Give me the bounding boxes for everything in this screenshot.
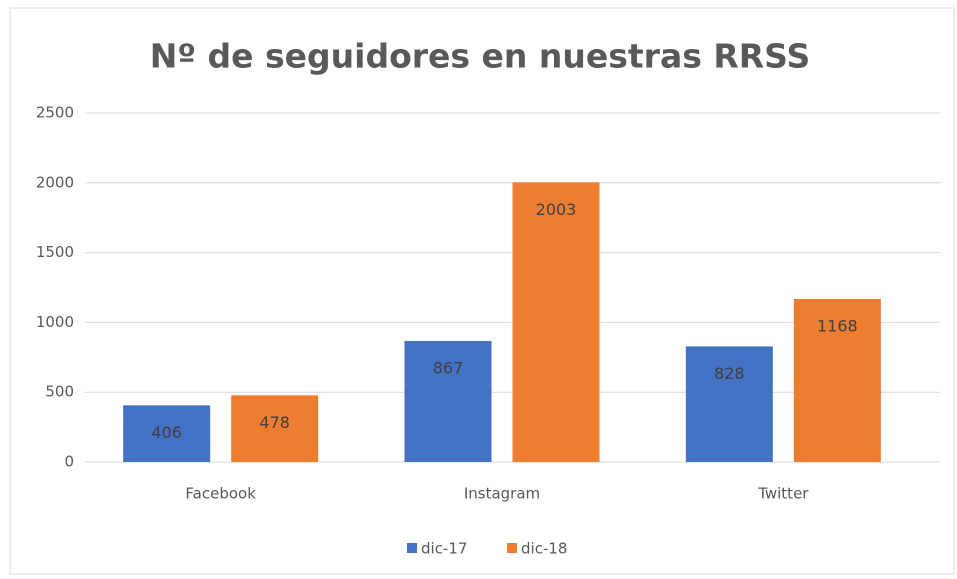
legend-label: dic-18 <box>521 540 567 558</box>
y-tick-label: 1500 <box>36 243 74 261</box>
chart-frame <box>9 7 955 575</box>
data-label: 828 <box>714 364 745 383</box>
data-label: 1168 <box>817 316 858 335</box>
y-tick-label: 0 <box>64 453 74 471</box>
bar <box>685 346 773 462</box>
data-label: 478 <box>259 413 290 432</box>
data-label: 867 <box>433 358 464 377</box>
bar <box>123 405 211 462</box>
data-label: 2003 <box>536 200 577 219</box>
x-tick-label: Twitter <box>757 485 809 503</box>
y-tick-label: 1000 <box>36 313 74 331</box>
x-tick-label: Facebook <box>185 485 256 503</box>
x-tick-label: Instagram <box>464 485 540 503</box>
legend-swatch <box>407 543 417 553</box>
y-tick-label: 2000 <box>36 173 74 191</box>
bar <box>512 182 600 462</box>
legend-swatch <box>507 543 517 553</box>
bar <box>231 395 319 462</box>
y-tick-label: 2500 <box>36 104 74 122</box>
legend-label: dic-17 <box>421 540 467 558</box>
bar <box>404 340 492 462</box>
y-tick-label: 500 <box>45 383 74 401</box>
chart-title: Nº de seguidores en nuestras RRSS <box>150 37 810 76</box>
data-label: 406 <box>151 423 182 442</box>
bar <box>793 298 881 462</box>
